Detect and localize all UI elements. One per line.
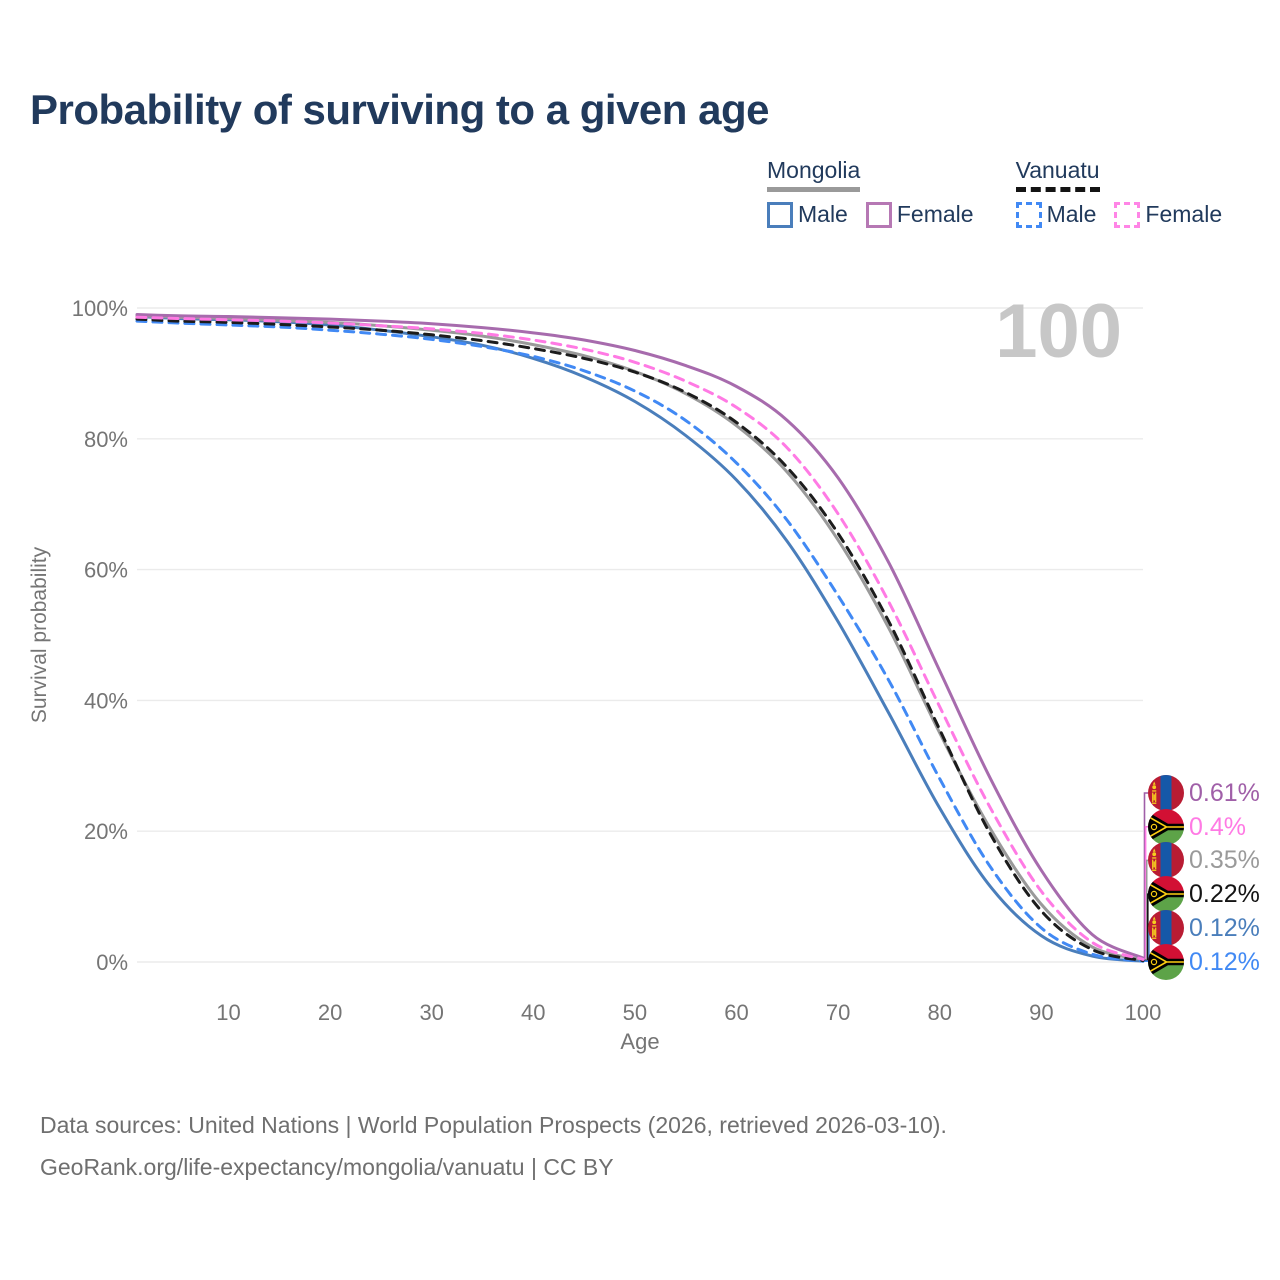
legend-swatch-icon bbox=[865, 201, 892, 228]
y-axis-title: Survival probability bbox=[28, 546, 51, 723]
series-line-mongolia-male[interactable] bbox=[135, 315, 1145, 963]
x-tick-label-90: 90 bbox=[1029, 1000, 1053, 1025]
footer-attribution: GeoRank.org/life-expectancy/mongolia/van… bbox=[40, 1154, 614, 1180]
series-line-mongolia-both[interactable] bbox=[135, 314, 1145, 962]
end-label-vanuatu-male: 0.12% bbox=[1148, 943, 1260, 980]
series-line-mongolia-female[interactable] bbox=[135, 313, 1145, 960]
series-line-vanuatu-both[interactable] bbox=[135, 317, 1145, 963]
end-label-connector-mongolia-both bbox=[1143, 859, 1148, 961]
footer-data-sources: Data sources: United Nations | World Pop… bbox=[40, 1112, 947, 1138]
footer: Data sources: United Nations | World Pop… bbox=[40, 1104, 947, 1188]
series-line-vanuatu-male[interactable] bbox=[135, 319, 1145, 963]
chart-legend: Mongolia Male Female Vanuatu Male Female bbox=[767, 157, 1222, 228]
y-tick-label-60: 60% bbox=[84, 558, 128, 583]
legend-item-mongolia-female[interactable]: Female bbox=[865, 201, 974, 228]
vanuatu-flag-icon bbox=[1148, 876, 1184, 913]
legend-item-mongolia-male[interactable]: Male bbox=[767, 201, 848, 228]
age-counter-watermark: 100 bbox=[995, 289, 1122, 374]
end-label-value: 0.61% bbox=[1189, 779, 1260, 807]
x-tick-label-20: 20 bbox=[318, 1000, 342, 1025]
series-line-vanuatu-female[interactable] bbox=[135, 315, 1145, 961]
legend-country-vanuatu: Vanuatu bbox=[1015, 157, 1100, 192]
end-label-vanuatu-both: 0.22% bbox=[1148, 876, 1260, 913]
y-tick-label-80: 80% bbox=[84, 427, 128, 452]
legend-item-label: Male bbox=[1046, 201, 1097, 227]
x-tick-label-100: 100 bbox=[1125, 1000, 1162, 1025]
end-label-vanuatu-female: 0.4% bbox=[1148, 808, 1246, 845]
end-label-value: 0.12% bbox=[1189, 947, 1260, 976]
x-axis-title: Age bbox=[620, 1029, 659, 1054]
x-tick-label-40: 40 bbox=[521, 1000, 545, 1025]
end-label-value: 0.35% bbox=[1189, 846, 1260, 875]
vanuatu-flag-icon bbox=[1148, 808, 1184, 845]
y-tick-label-40: 40% bbox=[84, 688, 128, 713]
legend-items-row: Male Female bbox=[767, 201, 974, 228]
mongolia-flag-icon bbox=[1148, 775, 1184, 811]
y-tick-label-20: 20% bbox=[84, 819, 128, 844]
legend-group-mongolia: Mongolia Male Female bbox=[767, 157, 974, 228]
legend-item-label: Female bbox=[896, 201, 974, 227]
vanuatu-flag-icon bbox=[1148, 943, 1184, 980]
legend-item-vanuatu-female[interactable]: Female bbox=[1114, 201, 1222, 228]
legend-items-row: Male Female bbox=[1015, 201, 1222, 228]
x-tick-label-10: 10 bbox=[216, 1000, 240, 1025]
x-tick-label-70: 70 bbox=[826, 1000, 850, 1025]
y-tick-label-0: 0% bbox=[96, 950, 128, 975]
legend-group-vanuatu: Vanuatu Male Female bbox=[1015, 157, 1222, 228]
end-label-mongolia-female: 0.61% bbox=[1148, 775, 1260, 811]
legend-swatch-icon bbox=[767, 201, 793, 228]
legend-country-mongolia: Mongolia bbox=[767, 157, 861, 192]
end-label-value: 0.4% bbox=[1189, 812, 1246, 841]
legend-swatch-icon bbox=[1015, 201, 1042, 228]
x-tick-label-50: 50 bbox=[623, 1000, 647, 1025]
legend-item-label: Female bbox=[1145, 201, 1223, 227]
y-tick-label-100: 100% bbox=[72, 296, 128, 321]
legend-item-vanuatu-male[interactable]: Male bbox=[1015, 201, 1097, 228]
x-tick-label-60: 60 bbox=[724, 1000, 748, 1025]
x-tick-label-30: 30 bbox=[419, 1000, 443, 1025]
end-label-mongolia-both: 0.35% bbox=[1148, 842, 1260, 879]
end-label-value: 0.22% bbox=[1189, 880, 1260, 909]
mongolia-flag-icon bbox=[1148, 842, 1184, 879]
end-label-mongolia-male: 0.12% bbox=[1148, 909, 1260, 946]
legend-swatch-icon bbox=[1114, 201, 1141, 228]
x-tick-label-80: 80 bbox=[928, 1000, 952, 1025]
legend-item-label: Male bbox=[798, 201, 848, 227]
end-label-value: 0.12% bbox=[1189, 913, 1260, 942]
chart-title: Probability of surviving to a given age bbox=[30, 86, 769, 133]
mongolia-flag-icon bbox=[1148, 909, 1184, 946]
